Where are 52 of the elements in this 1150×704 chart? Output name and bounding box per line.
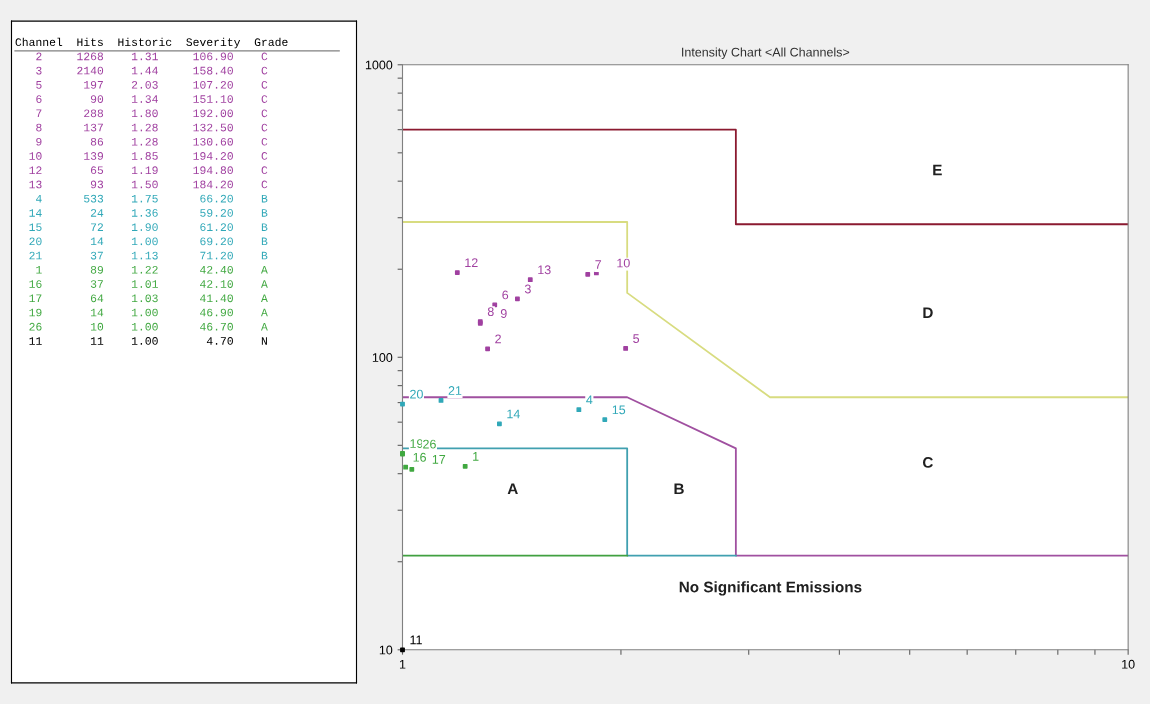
text: 19 14 1.00 46.90 A: [29, 308, 268, 317]
series-label: 7: [595, 260, 602, 269]
text: 21 37 1.13 71.20 B: [29, 251, 268, 260]
text: 1 89 1.22 42.40 A: [36, 265, 268, 274]
chart-title: Intensity Chart <All Channels>: [682, 47, 850, 60]
series-label: 2: [495, 334, 501, 344]
text: 3 2140 1.44 158.40 C: [36, 66, 268, 75]
series-label: 26: [423, 439, 436, 449]
text: 16 37 1.01 42.10 A: [29, 280, 268, 288]
text: 6 90 1.34 151.10 C: [36, 95, 268, 103]
text: 20 14 1.00 69.20 B: [29, 237, 268, 246]
annotation: E: [933, 164, 942, 176]
series-label: 16: [413, 452, 426, 462]
y-tick-label: 10: [379, 645, 393, 655]
text: 14 24 1.36 59.20 B: [29, 209, 268, 217]
text: 5 197 2.03 107.20 C: [36, 80, 268, 89]
series-label: 12: [465, 258, 478, 267]
text: 4 533 1.75 66.20 B: [36, 194, 268, 203]
annotation: A: [507, 483, 518, 495]
annotation: B: [674, 483, 684, 495]
text: 10 139 1.85 194.20 C: [29, 152, 268, 160]
series-label: 6: [502, 290, 509, 300]
series-label: 8: [487, 307, 494, 317]
series-label: 21: [448, 386, 462, 395]
text: 7 288 1.80 192.00 C: [36, 109, 268, 118]
text: 26 10 1.00 46.70 A: [29, 322, 268, 331]
series-label: 9: [500, 309, 507, 318]
series-label: 11: [410, 635, 422, 645]
text: 2 1268 1.31 106.90 C: [36, 52, 268, 61]
text: 15 72 1.90 61.20 B: [29, 223, 268, 231]
series-label: 14: [507, 409, 520, 419]
text: 12 65 1.19 194.80 C: [29, 166, 268, 175]
series-label: 1: [473, 452, 479, 461]
series-label: 17: [432, 455, 446, 464]
text: 9 86 1.28 130.60 C: [36, 137, 268, 146]
series-label: 20: [410, 389, 423, 399]
text: 13 93 1.50 184.20 C: [29, 180, 268, 189]
text: 11 11 1.00 4.70 N: [29, 337, 267, 345]
annotation: D: [923, 307, 933, 318]
annotation: No Significant Emissions: [679, 581, 862, 596]
series-label: 5: [633, 334, 640, 343]
text: Channel Hits Historic Severity Grade: [15, 37, 288, 49]
y-tick-label: 100: [372, 353, 393, 362]
series-label: 10: [617, 258, 630, 268]
text: 8 137 1.28 132.50 C: [36, 123, 268, 132]
y-tick-label: 1000: [365, 60, 393, 70]
series-label: 15: [612, 405, 626, 415]
series-label: 3: [524, 284, 531, 294]
series-label: 13: [538, 265, 551, 275]
text: 17 64 1.03 41.40 A: [29, 294, 268, 303]
series-label: 4: [586, 395, 593, 405]
annotation: C: [922, 457, 933, 468]
